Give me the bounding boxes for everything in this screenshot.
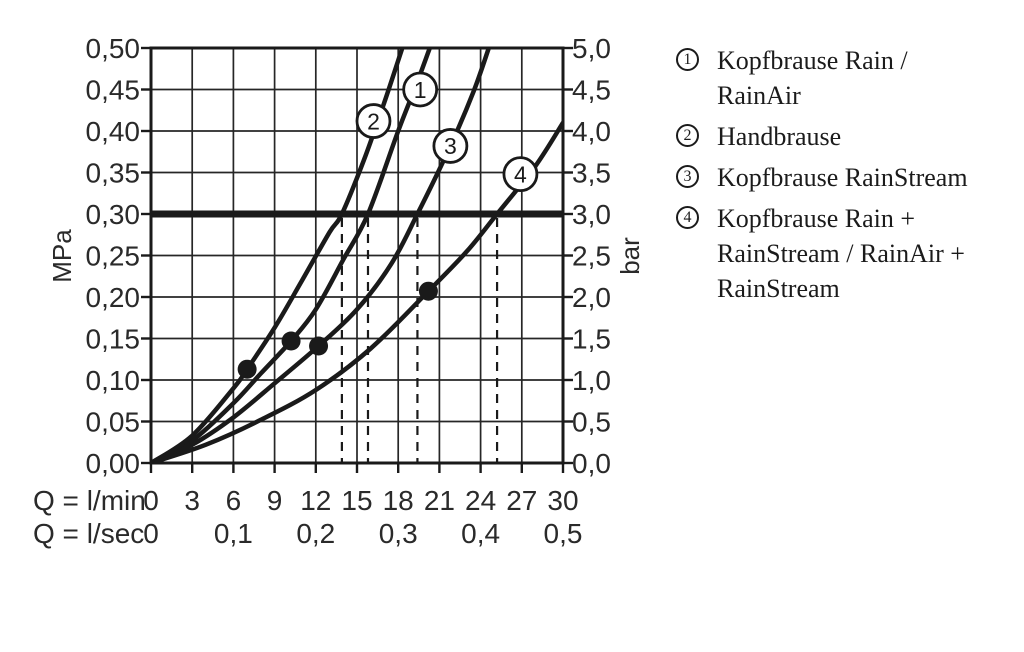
svg-text:2: 2 — [367, 108, 380, 134]
xtick-lmin: 6 — [226, 485, 242, 516]
legend-number-icon: 1 — [676, 48, 699, 71]
legend-item-label: Kopfbrause Rain / RainAir — [717, 46, 908, 110]
ytick-left: 0,50 — [86, 33, 141, 64]
ytick-left: 0,15 — [86, 323, 141, 354]
measurement-dots — [237, 281, 438, 379]
ytick-left: 0,45 — [86, 74, 141, 105]
xtick-lmin: 24 — [465, 485, 496, 516]
ytick-right: 0,0 — [572, 448, 611, 479]
legend-item-2: 2 Handbrause — [676, 119, 1016, 154]
ytick-left: 0,25 — [86, 240, 141, 271]
dot-series-1 — [281, 331, 301, 351]
xtick-lsec: 0,5 — [544, 518, 583, 549]
ytick-right: 2,0 — [572, 282, 611, 313]
ytick-left: 0,40 — [86, 116, 141, 147]
legend-item-label: Kopfbrause RainStream — [717, 163, 968, 192]
dot-series-4 — [418, 281, 438, 301]
xtick-lmin: 21 — [424, 485, 455, 516]
xtick-lsec: 0,2 — [296, 518, 335, 549]
xtick-lsec: 0,3 — [379, 518, 418, 549]
flow-curves — [151, 48, 563, 463]
xtick-lmin: 30 — [547, 485, 578, 516]
ytick-left: 0,00 — [86, 448, 141, 479]
y-axis-label-mpa: MPa — [47, 229, 77, 283]
svg-text:4: 4 — [514, 161, 527, 187]
tick-marks — [141, 46, 573, 473]
legend-item-1: 1 Kopfbrause Rain / RainAir — [676, 43, 1016, 113]
dot-series-2 — [237, 359, 257, 379]
ytick-left: 0,10 — [86, 365, 141, 396]
dashed-flow-guides — [340, 218, 499, 462]
legend-number-icon: 2 — [676, 124, 699, 147]
legend-number-icon: 4 — [676, 206, 699, 229]
curve-2 — [151, 48, 405, 463]
curve-label-4: 4 — [502, 156, 539, 193]
ytick-right: 1,5 — [572, 323, 611, 354]
ytick-right: 4,0 — [572, 116, 611, 147]
ytick-right: 4,5 — [572, 74, 611, 105]
legend-item-3: 3 Kopfbrause RainStream — [676, 160, 1016, 195]
y-axis-label-bar: bar — [615, 237, 645, 275]
xtick-lsec: 0,4 — [461, 518, 500, 549]
xtick-lmin: 15 — [341, 485, 372, 516]
ytick-right: 5,0 — [572, 33, 611, 64]
xtick-lmin: 9 — [267, 485, 283, 516]
xtick-lmin: 27 — [506, 485, 537, 516]
curve-1 — [151, 48, 433, 463]
legend-item-4: 4 Kopfbrause Rain + RainStream / RainAir +… — [676, 201, 1016, 306]
xtick-lmin: 0 — [143, 485, 159, 516]
curve-label-2: 2 — [355, 103, 392, 139]
x-axis-label-lmin: Q = l/min — [33, 485, 146, 516]
dot-series-3 — [309, 336, 329, 356]
grid-lines — [150, 47, 564, 464]
ytick-right: 0,5 — [572, 406, 611, 437]
curve-label-3: 3 — [432, 128, 469, 164]
legend-number-icon: 3 — [676, 165, 699, 188]
svg-text:3: 3 — [444, 133, 457, 159]
curve-4 — [151, 120, 563, 463]
ytick-left: 0,05 — [86, 406, 141, 437]
ytick-left: 0,30 — [86, 199, 141, 230]
xtick-lsec: 0,1 — [214, 518, 253, 549]
ytick-right: 3,0 — [572, 199, 611, 230]
xtick-lsec: 0 — [143, 518, 159, 549]
ytick-right: 2,5 — [572, 240, 611, 271]
chart-legend: 1 Kopfbrause Rain / RainAir 2 Handbrause 3 Kop… — [676, 43, 1016, 312]
xtick-lmin: 18 — [383, 485, 414, 516]
xtick-lmin: 12 — [300, 485, 331, 516]
xtick-lmin: 3 — [184, 485, 200, 516]
x-axis-label-lsec: Q = l/sec — [33, 518, 144, 549]
svg-text:1: 1 — [414, 77, 427, 103]
ytick-left: 0,35 — [86, 157, 141, 188]
ytick-right: 3,5 — [572, 157, 611, 188]
ytick-left: 0,20 — [86, 282, 141, 313]
curve-label-1: 1 — [402, 71, 439, 108]
ytick-right: 1,0 — [572, 365, 611, 396]
legend-item-label: Kopfbrause Rain + RainStream / RainAir + R… — [717, 204, 965, 303]
legend-item-label: Handbrause — [717, 122, 842, 151]
